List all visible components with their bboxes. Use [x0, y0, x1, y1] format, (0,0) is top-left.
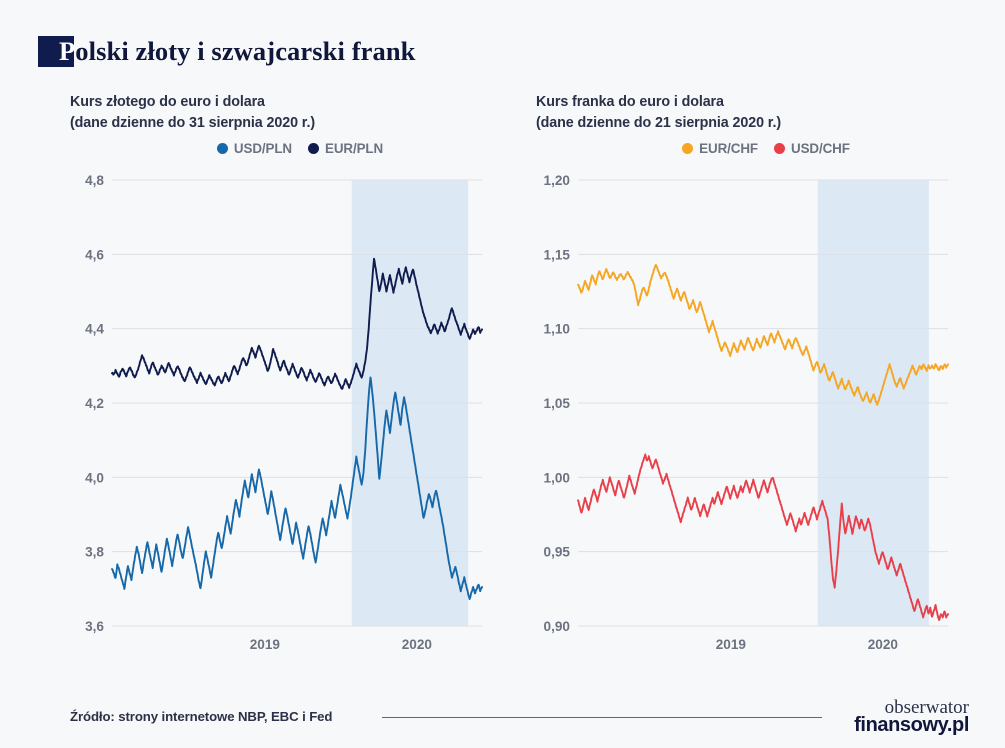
x-tick-label: 2019	[716, 637, 747, 652]
title-accent-block	[38, 35, 74, 67]
brand-logo: obserwator finansowy.pl	[854, 698, 969, 735]
legend-item-usd-pln[interactable]: USD/PLN	[216, 141, 292, 156]
panel-chf-title: Kurs franka do euro i dolara	[536, 94, 724, 110]
title-rest: olski złoty i szwajcarski frank	[75, 35, 416, 66]
x-tick-label: 2020	[868, 637, 898, 652]
footer-divider	[382, 717, 822, 718]
series-line-usd-pln	[111, 376, 483, 600]
legend-label-usd-pln: USD/PLN	[233, 141, 292, 156]
legend-label-usd-chf: USD/CHF	[791, 141, 850, 156]
footer: Źródło: strony internetowe NBP, EBC i Fe…	[0, 696, 1005, 748]
legend-dot-icon	[682, 143, 694, 154]
panel-chf-subtitle: (dane dzienne do 21 sierpnia 2020 r.)	[536, 115, 781, 131]
legend-label-eur-chf: EUR/CHF	[699, 141, 758, 156]
chart-pln: 4,8 4,6 4,4 4,2 4,0 3,8 3,6 2019 2020	[70, 168, 490, 668]
logo-bottom-text: finansowy.pl	[854, 714, 969, 736]
title-text: Polski złoty i szwajcarski frank	[59, 36, 416, 67]
series-line-eur-pln	[111, 257, 483, 390]
panel-pln-subtitle: (dane dzienne do 31 sierpnia 2020 r.)	[70, 115, 315, 131]
x-tick-label: 2020	[402, 637, 432, 652]
legend-item-usd-chf[interactable]: USD/CHF	[774, 141, 850, 156]
legend-label-eur-pln: EUR/PLN	[325, 141, 384, 156]
x-tick-label: 2019	[250, 637, 281, 652]
y-tick-label: 1,05	[544, 396, 571, 411]
y-tick-label: 4,4	[85, 322, 104, 337]
y-tick-label: 1,00	[544, 470, 570, 485]
y-tick-label: 4,2	[85, 396, 104, 411]
legend-pln: USD/PLN EUR/PLN	[110, 141, 490, 156]
panel-chf: Kurs franka do euro i dolara (dane dzien…	[536, 92, 956, 668]
y-tick-label: 0,95	[544, 545, 571, 560]
y-tick-label: 4,6	[85, 247, 104, 262]
chart-chf-svg: 1,20 1,15 1,10 1,05 1,00 0,95 0,90 2019 2020	[544, 173, 949, 652]
legend-item-eur-pln[interactable]: EUR/PLN	[308, 141, 383, 156]
y-tick-label: 4,0	[85, 470, 104, 485]
y-tick-label: 1,10	[544, 322, 570, 337]
chart-chf: 1,20 1,15 1,10 1,05 1,00 0,95 0,90 2019 2020	[536, 168, 956, 668]
legend-dot-icon	[774, 143, 785, 154]
y-tick-label: 1,15	[544, 247, 571, 262]
panel-pln: Kurs złotego do euro i dolara (dane dzie…	[70, 92, 490, 668]
y-tick-label: 3,6	[85, 619, 104, 634]
y-tick-label: 1,20	[544, 173, 570, 188]
series-line-eur-chf	[577, 263, 949, 406]
legend-chf: EUR/CHF USD/CHF	[576, 141, 956, 156]
series-line-usd-chf	[577, 453, 949, 622]
logo-top-text: obserwator	[884, 697, 969, 718]
y-tick-label: 4,8	[85, 173, 104, 188]
panel-pln-title: Kurs złotego do euro i dolara	[70, 94, 265, 110]
source-note: Źródło: strony internetowe NBP, EBC i Fe…	[70, 709, 333, 724]
chart-pln-svg: 4,8 4,6 4,4 4,2 4,0 3,8 3,6 2019 2020	[85, 173, 483, 652]
page-title: Polski złoty i szwajcarski frank	[38, 34, 416, 68]
y-tick-label: 0,90	[544, 619, 570, 634]
legend-dot-icon	[308, 143, 319, 154]
title-initial: P	[59, 35, 76, 66]
y-tick-label: 3,8	[85, 545, 104, 560]
legend-dot-icon	[216, 143, 228, 154]
legend-item-eur-chf[interactable]: EUR/CHF	[682, 141, 758, 156]
